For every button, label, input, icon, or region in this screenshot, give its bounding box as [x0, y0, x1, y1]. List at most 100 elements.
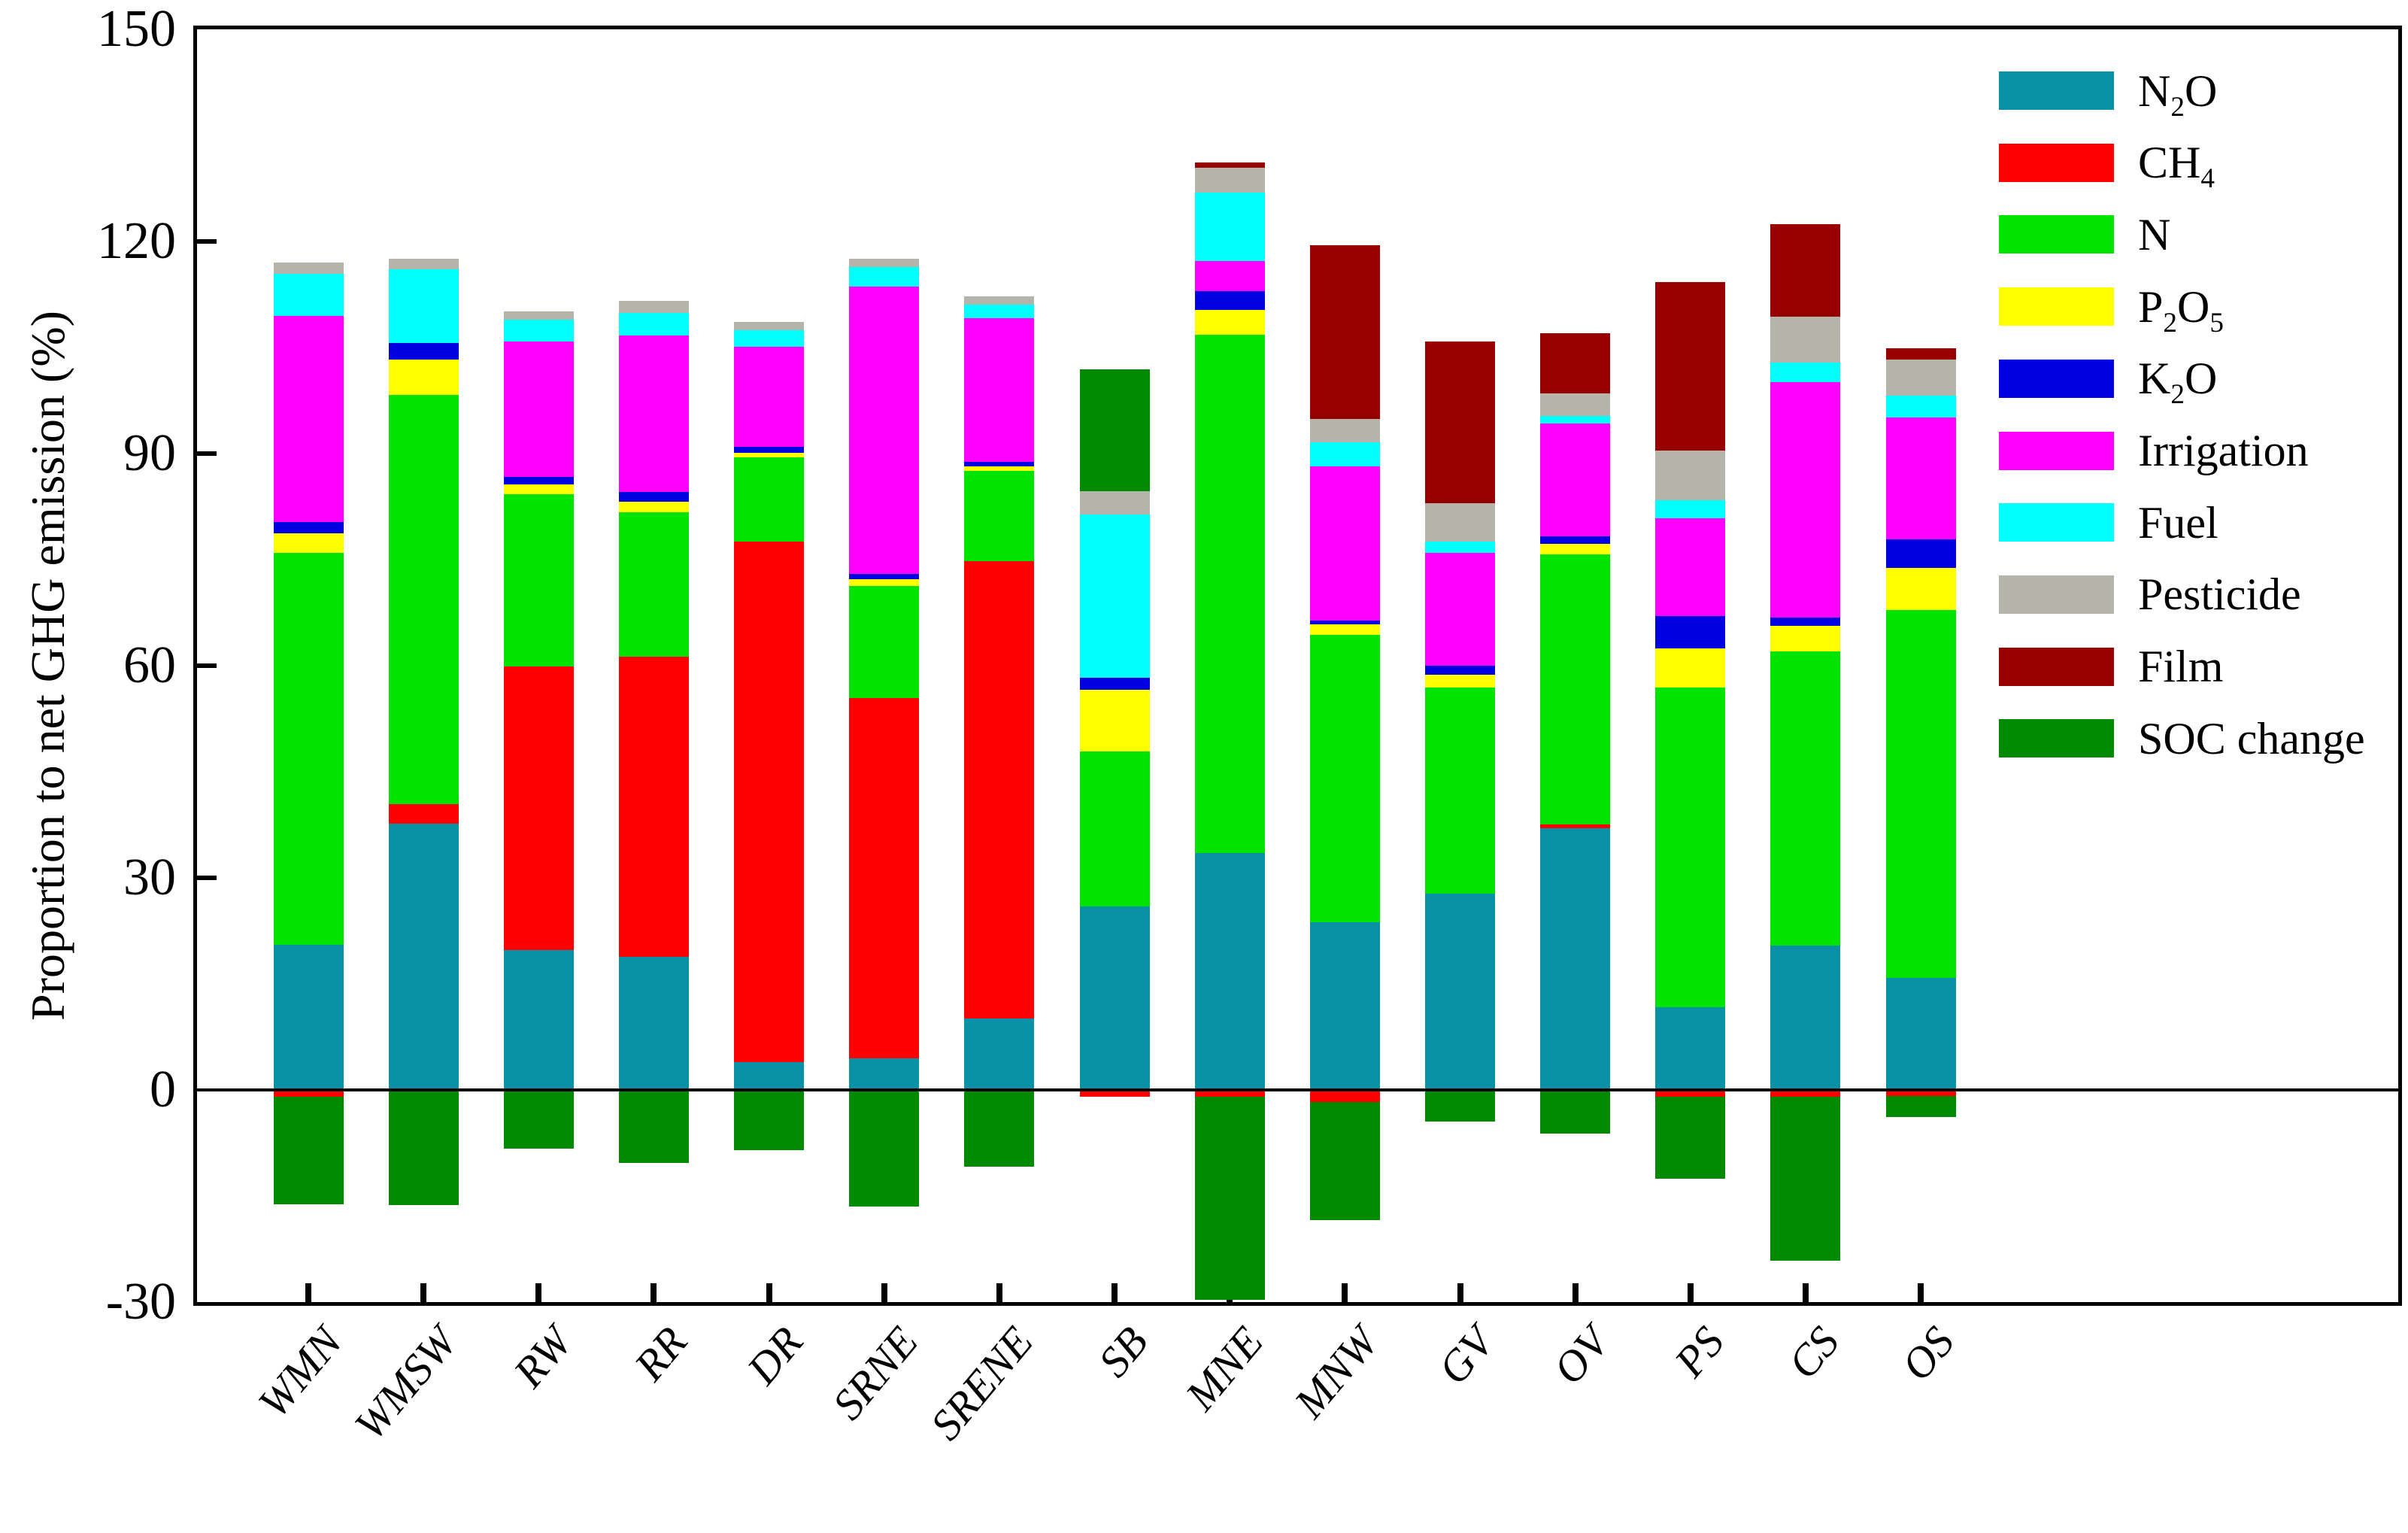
bar-segment-ch4-ov	[1540, 824, 1611, 829]
bar-segment-fuel-mne	[1194, 193, 1265, 262]
bar-segment-film-ov	[1540, 333, 1611, 394]
legend-swatch-ch4	[1999, 143, 2114, 182]
bar-segment-pesticide-wmn	[273, 263, 344, 275]
legend-label-pesticide: Pesticide	[2138, 569, 2301, 620]
y-tick-90	[197, 451, 217, 456]
bar-segment-n-srene	[964, 470, 1035, 561]
bar-segment-n2o-wmn	[273, 945, 344, 1090]
bar-segment-n-mnw	[1309, 634, 1380, 923]
bar-segment-film-mnw	[1309, 244, 1380, 419]
bar-segment-soc-change-ov	[1540, 1090, 1611, 1134]
bar-segment-pesticide-srene	[964, 296, 1035, 305]
legend-item-k2o: K2O	[1999, 356, 2217, 408]
bar-segment-ch4-mnw	[1309, 1090, 1380, 1102]
bar-segment-n2o-ov	[1540, 828, 1611, 1090]
x-tick-wmsw	[420, 1283, 427, 1302]
bar-segment-n-wmn	[273, 552, 344, 946]
x-tick-dr	[766, 1283, 772, 1302]
x-tick-rw	[535, 1283, 542, 1302]
bar-segment-soc-change-srne	[849, 1090, 920, 1207]
bar-segment-p2o5-ps	[1655, 648, 1726, 688]
bar-segment-fuel-rw	[503, 320, 574, 342]
bar-segment-irrigation-os	[1885, 417, 1956, 539]
zero-line	[197, 1088, 2398, 1091]
legend-swatch-p2o5	[1999, 287, 2114, 326]
legend-label-film: Film	[2138, 642, 2224, 692]
y-tick-label-30: 30	[123, 848, 176, 906]
x-tick-gv	[1457, 1283, 1463, 1302]
bar-segment-ch4-os	[1885, 1090, 1956, 1096]
legend-label-ch4: CH4	[2138, 138, 2215, 195]
x-tick-wmn	[305, 1283, 311, 1302]
bar-segment-fuel-wmn	[273, 274, 344, 316]
bar-segment-pesticide-os	[1885, 359, 1956, 396]
bar-segment-fuel-srne	[849, 266, 920, 287]
legend-swatch-fuel	[1999, 503, 2114, 542]
bar-segment-p2o5-srne	[849, 579, 920, 586]
bar-segment-ch4-sb	[1079, 1090, 1150, 1097]
bar-segment-n2o-srene	[964, 1018, 1035, 1090]
bar-segment-n-sb	[1079, 751, 1150, 906]
legend-swatch-n	[1999, 215, 2114, 254]
bar-segment-p2o5-mnw	[1309, 624, 1380, 635]
bar-segment-film-cs	[1770, 224, 1841, 317]
bar-segment-n-rw	[503, 493, 574, 666]
bar-segment-film-gv	[1425, 342, 1495, 503]
y-tick-label--30: -30	[105, 1273, 176, 1331]
bar-segment-n2o-mne	[1194, 853, 1265, 1090]
legend-item-n2o: N2O	[1999, 68, 2217, 121]
bar-segment-film-mne	[1194, 162, 1265, 168]
bar-segment-pesticide-dr	[734, 322, 805, 331]
x-tick-rr	[651, 1283, 657, 1302]
y-tick-label-120: 120	[97, 212, 176, 270]
bar-segment-irrigation-wmn	[273, 315, 344, 523]
bar-segment-k2o-cs	[1770, 618, 1841, 627]
bar-segment-k2o-ov	[1540, 536, 1611, 545]
bar-segment-n2o-sb	[1079, 906, 1150, 1090]
y-tick-label-0: 0	[150, 1061, 176, 1119]
bar-segment-n2o-rw	[503, 949, 574, 1090]
bar-segment-ch4-srne	[849, 698, 920, 1058]
bar-segment-irrigation-srene	[964, 318, 1035, 463]
bar-segment-n2o-cs	[1770, 946, 1841, 1090]
bar-segment-fuel-ov	[1540, 416, 1611, 423]
bar-segment-k2o-dr	[734, 446, 805, 454]
bar-segment-k2o-srene	[964, 462, 1035, 466]
bar-segment-n-ps	[1655, 688, 1726, 1007]
x-tick-sb	[1112, 1283, 1118, 1302]
bar-segment-n2o-mnw	[1309, 922, 1380, 1090]
bar-segment-n2o-gv	[1425, 893, 1495, 1090]
bar-segment-fuel-ps	[1655, 500, 1726, 519]
bar-segment-irrigation-gv	[1425, 552, 1495, 666]
bar-segment-soc-change-wmn	[273, 1097, 344, 1205]
bar-segment-n-srne	[849, 585, 920, 699]
bar-segment-n2o-rr	[618, 957, 689, 1090]
bar-segment-film-os	[1885, 348, 1956, 360]
bar-segment-pesticide-sb	[1079, 490, 1150, 515]
bar-segment-irrigation-dr	[734, 347, 805, 447]
bar-segment-pesticide-gv	[1425, 502, 1495, 542]
bar-segment-pesticide-srne	[849, 258, 920, 267]
legend-swatch-irrigation	[1999, 431, 2114, 470]
bar-segment-irrigation-rw	[503, 342, 574, 477]
legend-swatch-pesticide	[1999, 575, 2114, 614]
bar-segment-soc-change-wmsw	[388, 1090, 459, 1206]
bar-segment-ch4-wmn	[273, 1090, 344, 1097]
bar-segment-p2o5-wmsw	[388, 359, 459, 395]
bar-segment-fuel-dr	[734, 330, 805, 348]
bar-segment-irrigation-cs	[1770, 382, 1841, 618]
bar-segment-fuel-rr	[618, 312, 689, 336]
bar-segment-n-rr	[618, 512, 689, 657]
legend-swatch-soc-change	[1999, 719, 2114, 758]
bar-segment-soc-change-dr	[734, 1090, 805, 1150]
bar-segment-irrigation-mnw	[1309, 466, 1380, 621]
legend-label-irrigation: Irrigation	[2138, 426, 2309, 475]
bar-segment-soc-change-mne	[1194, 1097, 1265, 1301]
bar-segment-soc-change-gv	[1425, 1090, 1495, 1122]
x-tick-cs	[1802, 1283, 1809, 1302]
bar-segment-n2o-wmsw	[388, 823, 459, 1090]
legend-swatch-k2o	[1999, 359, 2114, 398]
bar-segment-ch4-mne	[1194, 1090, 1265, 1097]
bar-segment-fuel-os	[1885, 395, 1956, 418]
bar-segment-n2o-ps	[1655, 1007, 1726, 1090]
